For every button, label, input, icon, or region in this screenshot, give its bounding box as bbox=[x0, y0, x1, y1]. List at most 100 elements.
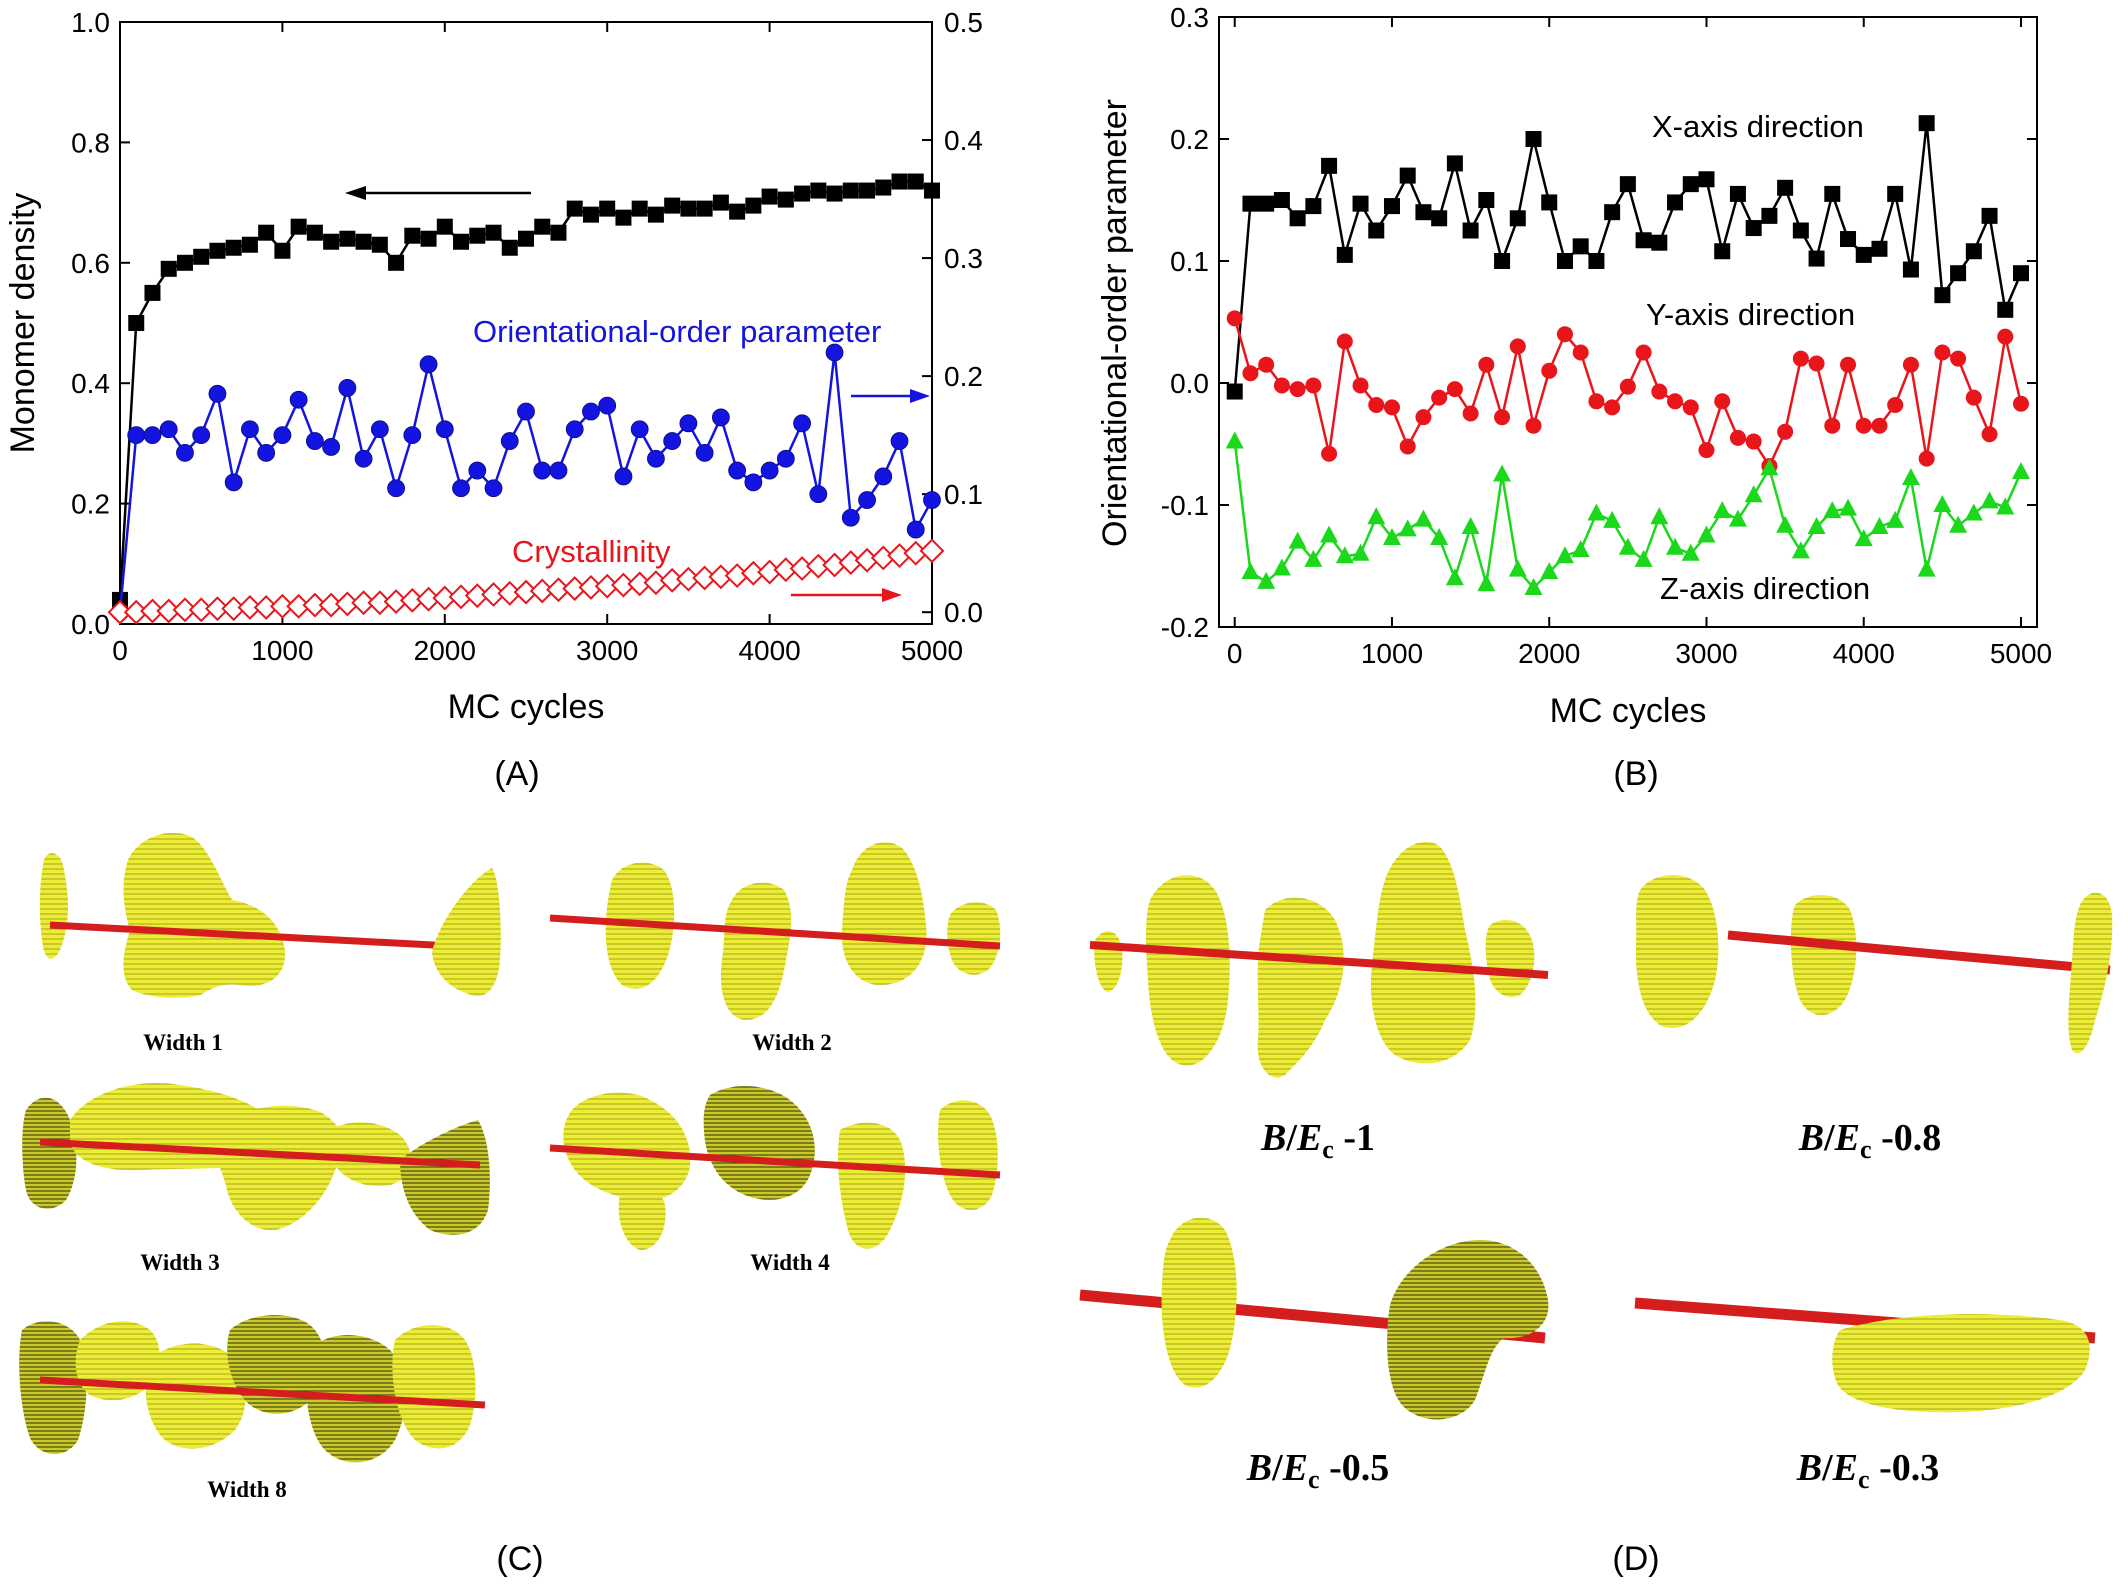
data-point bbox=[388, 254, 405, 271]
data-point bbox=[338, 379, 357, 397]
data-point bbox=[1288, 531, 1307, 549]
data-point bbox=[1981, 426, 1998, 443]
y-tick-label: 0.4 bbox=[71, 368, 110, 399]
data-point bbox=[1854, 529, 1873, 547]
crystallinity-arrow bbox=[791, 588, 902, 602]
data-point bbox=[1729, 429, 1746, 446]
data-point bbox=[1477, 574, 1496, 592]
data-point bbox=[1588, 253, 1605, 269]
data-point bbox=[1446, 381, 1463, 398]
data-point bbox=[435, 420, 454, 439]
bec-0-8-label: B/Ec -0.8 bbox=[1798, 1117, 1941, 1164]
data-point bbox=[1682, 399, 1699, 416]
data-point bbox=[1494, 409, 1511, 426]
data-point bbox=[1336, 246, 1353, 263]
y-tick-label: -0.2 bbox=[1161, 612, 1209, 643]
data-point bbox=[468, 461, 487, 480]
panel-b-caption: (B) bbox=[1613, 755, 1658, 793]
data-point bbox=[680, 200, 697, 217]
data-point bbox=[1635, 232, 1652, 249]
data-point bbox=[1681, 543, 1700, 561]
data-point bbox=[1667, 194, 1684, 211]
data-point bbox=[1242, 365, 1259, 382]
data-point bbox=[565, 420, 584, 439]
data-point bbox=[1618, 537, 1637, 555]
data-point bbox=[1997, 328, 2014, 345]
data-point bbox=[582, 206, 599, 223]
data-point bbox=[1839, 498, 1858, 516]
data-point bbox=[664, 197, 681, 214]
data-point bbox=[1509, 338, 1526, 355]
data-point bbox=[159, 420, 178, 439]
data-point bbox=[1225, 431, 1244, 449]
data-point bbox=[841, 508, 860, 527]
panel-c: Width 1 Width 2 Width 3 bbox=[19, 832, 1001, 1578]
panel-b-plot-frame bbox=[1218, 16, 2038, 628]
y2-tick-label: 0.0 bbox=[944, 597, 983, 628]
data-point bbox=[351, 590, 377, 616]
data-point bbox=[274, 242, 291, 259]
x-tick-label: 5000 bbox=[1990, 638, 2052, 669]
data-point bbox=[469, 227, 486, 244]
data-point bbox=[679, 414, 698, 433]
data-point bbox=[1321, 445, 1338, 462]
data-point bbox=[1524, 577, 1543, 595]
data-point bbox=[1571, 540, 1590, 558]
data-point bbox=[534, 218, 551, 235]
data-point bbox=[1399, 167, 1416, 184]
data-point bbox=[1901, 468, 1920, 486]
data-point bbox=[1761, 207, 1778, 224]
data-point bbox=[354, 449, 373, 468]
data-point bbox=[1745, 220, 1762, 237]
data-point bbox=[1258, 195, 1275, 212]
width-1-image: Width 1 bbox=[39, 832, 501, 1055]
z-axis-direction-label: Z-axis direction bbox=[1660, 571, 1870, 606]
data-point bbox=[1415, 204, 1432, 221]
data-point bbox=[1257, 571, 1276, 589]
data-point bbox=[1351, 543, 1370, 561]
data-point bbox=[517, 402, 535, 421]
data-point bbox=[1871, 240, 1888, 257]
data-point bbox=[1917, 559, 1936, 577]
data-point bbox=[533, 461, 552, 480]
data-point bbox=[355, 233, 372, 250]
x-tick-label: 4000 bbox=[1833, 638, 1895, 669]
data-point bbox=[1508, 559, 1527, 577]
data-point bbox=[745, 197, 762, 214]
data-point bbox=[1382, 527, 1401, 545]
data-point bbox=[1462, 222, 1479, 239]
y-tick-label: 0.8 bbox=[71, 127, 110, 158]
width-1-label: Width 1 bbox=[143, 1030, 222, 1055]
y-axis-direction-label: Y-axis direction bbox=[1646, 297, 1855, 332]
data-point bbox=[1744, 485, 1763, 503]
data-point bbox=[1368, 222, 1385, 239]
data-point bbox=[1824, 417, 1841, 434]
width-4-label: Width 4 bbox=[750, 1250, 830, 1275]
data-point bbox=[858, 491, 876, 509]
data-point bbox=[760, 461, 779, 480]
data-point bbox=[1383, 399, 1400, 416]
data-point bbox=[1587, 503, 1606, 521]
data-point bbox=[1619, 378, 1636, 395]
data-point bbox=[176, 443, 194, 462]
data-point bbox=[1950, 350, 1967, 367]
data-point bbox=[1964, 503, 1983, 521]
data-point bbox=[614, 467, 633, 486]
data-point bbox=[404, 227, 421, 244]
data-point bbox=[452, 479, 470, 498]
data-point bbox=[924, 182, 940, 199]
data-point bbox=[1887, 396, 1904, 413]
data-point bbox=[1840, 356, 1857, 373]
y2-tick-label: 0.3 bbox=[944, 243, 983, 274]
data-point bbox=[192, 426, 211, 445]
y-tick-label: 0.2 bbox=[1170, 124, 1209, 155]
data-point bbox=[1462, 405, 1479, 422]
data-point bbox=[1572, 238, 1589, 255]
data-point bbox=[1634, 549, 1653, 567]
panel-a-x-axis-label: MC cycles bbox=[448, 688, 605, 726]
panel-b-y-axis-label: Orientational-order parameter bbox=[1096, 99, 1134, 547]
data-point bbox=[1541, 194, 1558, 211]
data-point bbox=[403, 426, 422, 445]
data-point bbox=[436, 218, 453, 235]
